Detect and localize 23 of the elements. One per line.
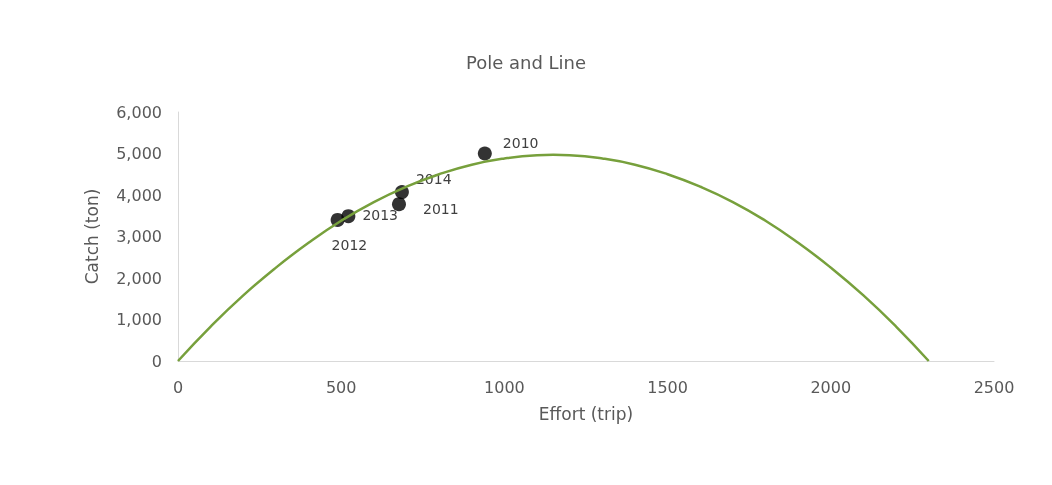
y-tick-label: 4,000 (116, 185, 162, 205)
x-tick-label: 2500 (973, 377, 1015, 397)
y-tick-label: 6,000 (116, 102, 162, 122)
y-tick-label: 3,000 (116, 227, 162, 246)
x-axis-title: Effort (trip) (538, 403, 634, 424)
x-tick-label: 1500 (647, 377, 688, 397)
annotation: 2010 (502, 134, 539, 151)
x-tick-label: 1000 (484, 377, 525, 397)
y-tick-label: 2,000 (116, 268, 162, 288)
y-axis-title: Catch (ton) (81, 188, 102, 285)
point (477, 146, 492, 161)
annotation: 2011 (422, 201, 459, 218)
x-tick-label: 0 (172, 377, 184, 397)
x-tick-label: 2000 (810, 377, 852, 397)
y-tick-label: 5,000 (116, 144, 162, 163)
chart-title: Pole and Line (465, 51, 587, 73)
y-tick-label: 1,000 (116, 310, 162, 329)
annotation: 2012 (331, 236, 368, 253)
point (391, 197, 406, 212)
annotation: 2013 (362, 207, 399, 224)
y-tick-label: 0 (151, 351, 162, 371)
x-tick-label: 500 (325, 377, 357, 397)
line-series (176, 153, 930, 363)
